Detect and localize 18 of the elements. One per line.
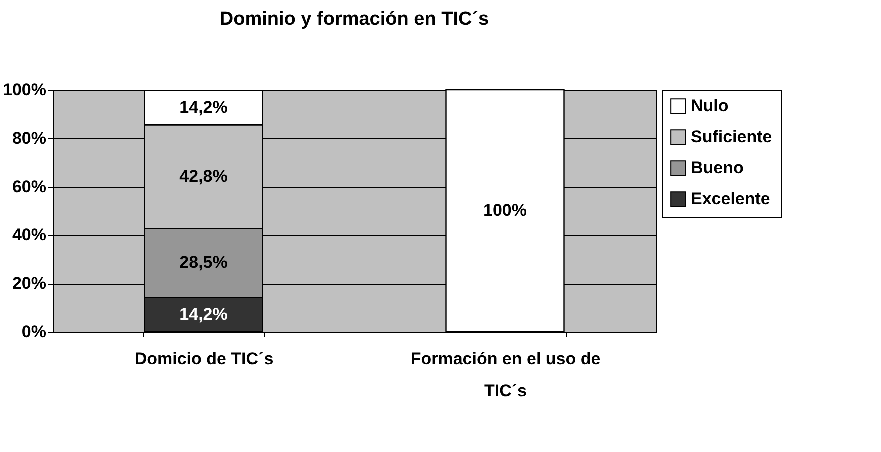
y-tick-label: 100% <box>3 80 46 100</box>
data-label: 28,5% <box>180 253 228 272</box>
y-tick-label: 80% <box>12 128 46 148</box>
x-tick-label: Domicio de TIC´s <box>134 350 274 368</box>
legend-label: Nulo <box>691 96 729 116</box>
legend-label: Excelente <box>691 190 770 208</box>
legend-label: Bueno <box>691 158 744 178</box>
y-tick-label: 40% <box>12 226 46 245</box>
x-tick-label: Formación en el uso de TIC´s <box>410 350 601 400</box>
legend-label: Suficiente <box>691 128 772 146</box>
data-label: 14,2% <box>180 98 228 117</box>
data-label: 100% <box>484 201 527 220</box>
chart-title: Dominio y formación en TIC´s <box>220 9 490 30</box>
y-tick-label: 20% <box>12 274 46 294</box>
y-tick-label: 0% <box>22 322 46 342</box>
y-tick-label: 60% <box>12 177 46 196</box>
data-label: 42,8% <box>180 166 228 186</box>
data-label: 14,2% <box>180 304 228 324</box>
